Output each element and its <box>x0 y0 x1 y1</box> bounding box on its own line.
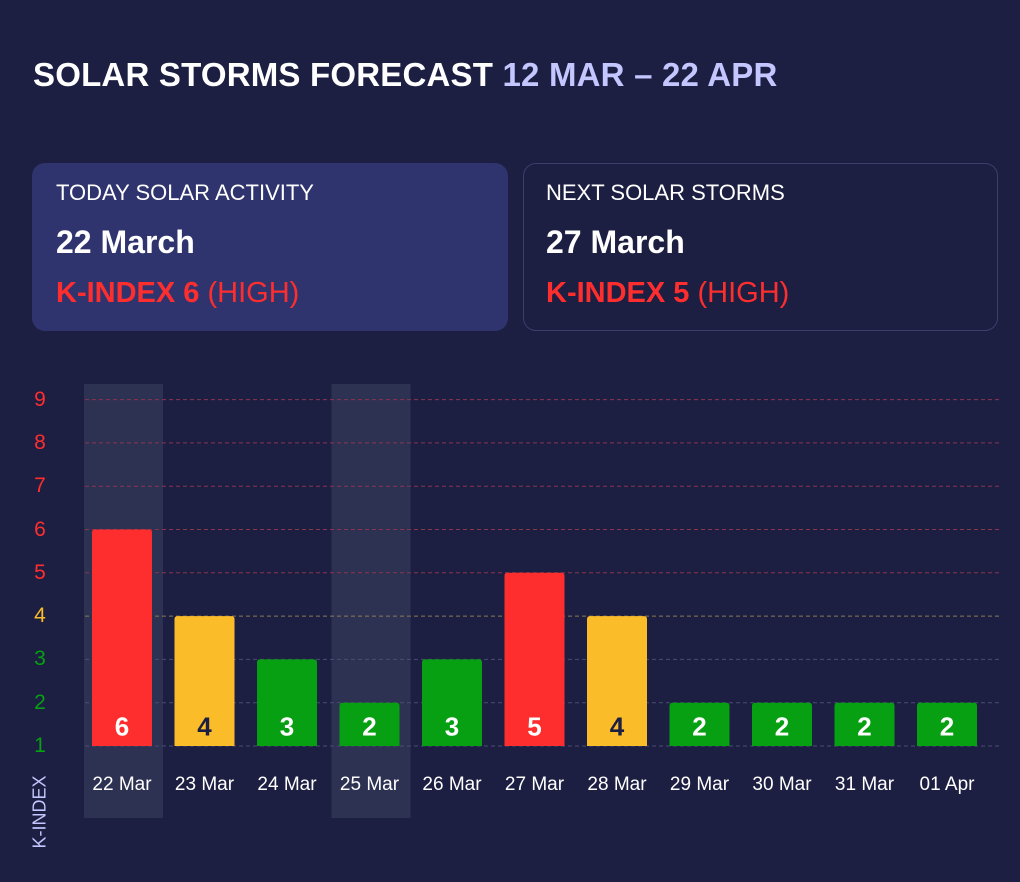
bar <box>257 659 317 746</box>
card-date: 22 March <box>56 224 195 260</box>
bar-value-label: 5 <box>527 711 542 742</box>
card-date: 27 March <box>546 224 685 260</box>
page-title: SOLAR STORMS FORECAST 12 MAR – 22 APR <box>33 56 778 94</box>
kindex-value: K-INDEX 5 <box>546 277 690 309</box>
x-tick-label: 28 Mar <box>587 774 647 795</box>
bar <box>917 702 977 746</box>
y-tick-label: 5 <box>34 560 46 584</box>
bar <box>669 702 730 746</box>
kindex-value: K-INDEX 6 <box>56 277 200 309</box>
bar <box>752 702 812 746</box>
card-kindex: K-INDEX 5 (HIGH) <box>546 277 975 310</box>
card-label: NEXT SOLAR STORMS <box>546 180 785 205</box>
bar <box>174 616 235 746</box>
x-tick-label: 27 Mar <box>504 774 565 795</box>
date-range: 12 MAR – 22 APR <box>502 56 778 93</box>
y-tick-label: 6 <box>34 517 46 541</box>
bar-value-label: 3 <box>279 711 295 742</box>
bar <box>834 702 895 746</box>
x-tick-label: 29 Mar <box>669 774 730 795</box>
x-tick-label: 23 Mar <box>174 774 235 795</box>
next-storms-card: NEXT SOLAR STORMS 27 March K-INDEX 5 (HI… <box>523 163 998 331</box>
bar <box>92 529 152 746</box>
bar <box>422 659 482 746</box>
x-tick-label: 31 Mar <box>834 774 895 795</box>
y-tick-label: 3 <box>34 647 46 671</box>
y-tick-label: 2 <box>34 690 46 714</box>
bar <box>339 702 400 746</box>
highlight-column <box>331 384 411 818</box>
bar-value-label: 2 <box>774 711 790 742</box>
bar-value-label: 4 <box>609 711 625 742</box>
kindex-level: (HIGH) <box>697 277 790 309</box>
x-tick-label: 01 Apr <box>919 774 975 795</box>
kindex-level: (HIGH) <box>207 277 300 309</box>
bar-value-label: 2 <box>939 711 955 742</box>
y-tick-label: 9 <box>34 387 46 411</box>
y-axis-title: K-INDEX <box>29 775 50 849</box>
y-tick-label: 1 <box>34 734 46 757</box>
x-tick-label: 26 Mar <box>422 774 482 795</box>
bar-value-label: 6 <box>114 711 130 742</box>
bar-value-label: 3 <box>444 711 460 742</box>
x-tick-label: 30 Mar <box>752 774 812 795</box>
title-text: SOLAR STORMS FORECAST <box>33 56 494 93</box>
bar <box>504 572 565 746</box>
y-tick-label: 4 <box>34 604 46 628</box>
today-activity-card: TODAY SOLAR ACTIVITY 22 March K-INDEX 6 … <box>32 163 508 331</box>
y-tick-label: 7 <box>34 474 46 498</box>
bar-value-label: 4 <box>197 711 212 742</box>
bar-value-label: 2 <box>857 711 872 742</box>
bar <box>587 616 647 746</box>
x-tick-label: 24 Mar <box>257 774 317 795</box>
x-tick-label: 22 Mar <box>92 774 152 795</box>
bar-value-label: 2 <box>692 711 707 742</box>
card-label: TODAY SOLAR ACTIVITY <box>56 180 314 205</box>
y-tick-label: 8 <box>34 430 46 454</box>
bar-value-label: 2 <box>362 711 377 742</box>
card-kindex: K-INDEX 6 (HIGH) <box>56 277 484 310</box>
x-tick-label: 25 Mar <box>339 774 400 795</box>
